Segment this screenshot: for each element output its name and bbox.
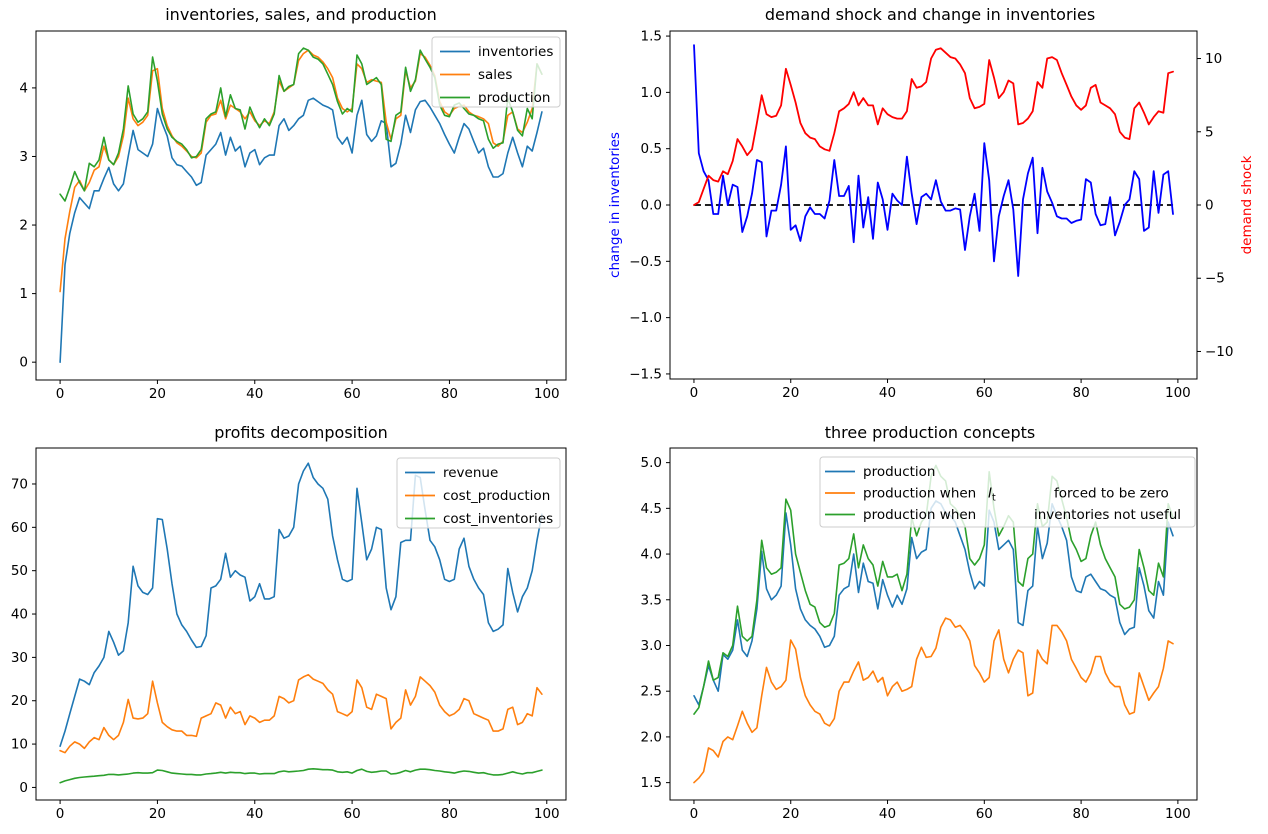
x-tick-label: 100 bbox=[534, 386, 560, 402]
y-tick-label: −1.0 bbox=[629, 310, 662, 326]
legend-label: production bbox=[478, 90, 551, 106]
y-tick-label: 0.0 bbox=[641, 198, 662, 214]
y-tick-label: 20 bbox=[11, 693, 28, 709]
x-tick-label: 60 bbox=[344, 806, 361, 822]
series-line-production-when-i-t-forced-to-be-zero bbox=[693, 617, 1174, 784]
x-tick-label: 40 bbox=[879, 806, 896, 822]
y-tick-label: 3.5 bbox=[641, 592, 662, 608]
right-y-tick-label: 10 bbox=[1205, 51, 1222, 67]
y-tick-label: 2 bbox=[19, 218, 28, 234]
legend-inventories-sales-production: inventories sales production bbox=[431, 36, 561, 108]
x-tick-label: 20 bbox=[149, 806, 166, 822]
x-tick-label: 60 bbox=[976, 385, 993, 401]
y-tick-label: 10 bbox=[11, 737, 28, 753]
x-tick-label: 40 bbox=[246, 806, 263, 822]
legend-label: production when It forced to be zero bbox=[863, 486, 1169, 504]
x-tick-label: 80 bbox=[441, 806, 458, 822]
axes-spines bbox=[35, 30, 567, 381]
y-tick-label: 2.5 bbox=[641, 684, 662, 700]
x-tick-label: 20 bbox=[782, 806, 799, 822]
x-tick-label: 60 bbox=[344, 386, 361, 402]
x-tick-label: 100 bbox=[1165, 385, 1191, 401]
x-tick-label: 80 bbox=[1073, 385, 1090, 401]
y-tick-label: 1.0 bbox=[641, 85, 662, 101]
x-tick-label: 60 bbox=[976, 806, 993, 822]
x-tick-label: 0 bbox=[690, 385, 699, 401]
x-tick-label: 40 bbox=[246, 386, 263, 402]
legend-label: inventories bbox=[478, 44, 553, 60]
chart-three-production-concepts: 0 20 40 60 80 100 5.0 4.5 4.0 3.5 3.0 2.5 2.0 1.5 prod… bbox=[641, 447, 1198, 822]
series-line-demand-shock bbox=[693, 47, 1174, 206]
x-tick-label: 0 bbox=[690, 806, 699, 822]
y-tick-label: 0 bbox=[19, 780, 28, 796]
y-tick-label: 4.5 bbox=[641, 501, 662, 517]
x-tick-label: 20 bbox=[782, 385, 799, 401]
series-line-change-in-inventories bbox=[693, 44, 1174, 277]
legend-label: production bbox=[863, 464, 936, 480]
x-tick-label: 0 bbox=[56, 806, 65, 822]
series-line-cost-inventories bbox=[59, 767, 543, 784]
x-tick-label: 80 bbox=[441, 386, 458, 402]
axes-spines bbox=[35, 447, 567, 801]
y-tick-label: 1.5 bbox=[641, 775, 662, 791]
x-tick-label: 80 bbox=[1073, 806, 1090, 822]
y-tick-label: 40 bbox=[11, 607, 28, 623]
legend-box bbox=[819, 456, 1196, 528]
right-y-tick-label: 0 bbox=[1205, 198, 1214, 214]
y-tick-label: 3.0 bbox=[641, 638, 662, 654]
y-tick-label: −0.5 bbox=[629, 254, 662, 270]
x-tick-label: 100 bbox=[534, 806, 560, 822]
y-tick-label: 1.5 bbox=[641, 29, 662, 45]
y-tick-label: −1.5 bbox=[629, 366, 662, 382]
y-tick-label: 30 bbox=[11, 650, 28, 666]
legend-box bbox=[431, 36, 561, 108]
legend-label: cost_inventories bbox=[443, 511, 553, 527]
y-tick-label: 0.5 bbox=[641, 141, 662, 157]
x-tick-label: 20 bbox=[149, 386, 166, 402]
chart-inventories-sales-production: 0 20 40 60 80 100 0 1 2 3 4 inventories sales product… bbox=[19, 30, 567, 402]
x-tick-label: 40 bbox=[879, 385, 896, 401]
y-tick-label: 3 bbox=[19, 149, 28, 165]
right-y-tick-label: −5 bbox=[1205, 271, 1225, 287]
y-tick-label: 4.0 bbox=[641, 547, 662, 563]
series-line-cost-production bbox=[59, 673, 543, 754]
chart-demand-shock-change-inventories: 0 20 40 60 80 100 1.5 1.0 0.5 0.0 −0.5 −1.0 −1.5 10 5 0… bbox=[629, 29, 1233, 401]
right-y-tick-label: −10 bbox=[1205, 344, 1234, 360]
legend-label: revenue bbox=[443, 465, 498, 481]
y-tick-label: 1 bbox=[19, 286, 28, 302]
legend-label: cost_production bbox=[443, 488, 550, 504]
x-tick-label: 0 bbox=[56, 386, 65, 402]
series-line-inventories bbox=[59, 97, 543, 364]
legend-three-production-concepts: production production when It forced to be… bbox=[819, 456, 1196, 528]
legend-label: production when inventories not useful bbox=[863, 507, 1181, 523]
y-tick-label: 70 bbox=[11, 476, 28, 492]
legend-label: sales bbox=[478, 67, 512, 83]
y-tick-label: 50 bbox=[11, 563, 28, 579]
y-tick-label: 2.0 bbox=[641, 729, 662, 745]
y-tick-label: 0 bbox=[19, 355, 28, 371]
legend-box bbox=[396, 457, 561, 529]
right-y-tick-label: 5 bbox=[1205, 124, 1214, 140]
y-tick-label: 4 bbox=[19, 80, 28, 96]
axes-spines bbox=[669, 447, 1198, 801]
legend-profits-decomposition: revenue cost_production cost_inventories bbox=[396, 457, 561, 529]
x-tick-label: 100 bbox=[1165, 806, 1191, 822]
series-line-revenue bbox=[59, 462, 543, 748]
chart-profits-decomposition: 0 20 40 60 80 100 0 10 20 30 40 50 60 70 revenue cost_p… bbox=[11, 447, 567, 822]
y-tick-label: 5.0 bbox=[641, 455, 662, 471]
y-tick-label: 60 bbox=[11, 520, 28, 536]
